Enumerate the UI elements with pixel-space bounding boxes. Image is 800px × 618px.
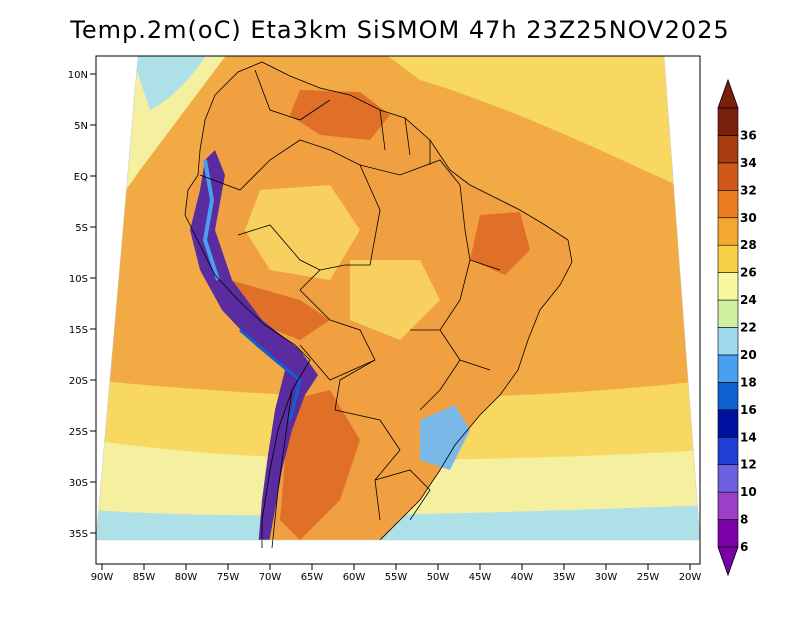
border-guianas: [379, 109, 431, 165]
colorbar: 6 8 10 12 14 16 18 20 22 24 26 28 30 32 34 36: [717, 78, 757, 577]
colorbar-label: 34: [740, 156, 757, 170]
colorbar-swatch: [717, 272, 739, 301]
border-peru-bolivia: [237, 224, 321, 271]
colorbar-label: 10: [740, 485, 757, 499]
plot-frame: [95, 55, 701, 565]
border-argentina-paraguay: [334, 409, 401, 521]
lat-label: 15S: [69, 325, 88, 336]
ocean-nw-cold: [130, 56, 210, 110]
lon-label: 25W: [637, 572, 660, 583]
colorbar-label: 36: [740, 128, 757, 142]
lat-label: 20S: [69, 376, 88, 387]
lon-label: 30W: [595, 572, 618, 583]
lat-label: EQ: [74, 172, 88, 183]
colorbar-swatch: [717, 217, 739, 246]
land-hot-northeast: [470, 212, 530, 275]
colorbar-label: 28: [740, 238, 757, 252]
coastline: [184, 61, 573, 548]
lon-label: 80W: [175, 572, 198, 583]
colorbar-swatch: [717, 464, 739, 493]
colorbar-label: 18: [740, 375, 757, 389]
lat-label: 5N: [74, 121, 88, 132]
colorbar-swatch: [717, 491, 739, 520]
lon-label: 85W: [133, 572, 156, 583]
colorbar-swatch: [717, 190, 739, 219]
colorbar-labels: 6 8 10 12 14 16 18 20 22 24 26 28 30 32 34 36: [740, 128, 757, 554]
colorbar-label: 22: [740, 321, 757, 335]
border-uruguay: [374, 469, 431, 521]
colorbar-label: 12: [740, 458, 757, 472]
colorbar-swatch: [717, 299, 739, 328]
lat-label: 10N: [68, 70, 88, 81]
colorbar-label: 14: [740, 430, 757, 444]
colorbar-label: 16: [740, 403, 757, 417]
land-hot-chaco: [280, 390, 360, 540]
colorbar-label: 6: [740, 540, 748, 554]
lon-label: 20W: [679, 572, 702, 583]
border-chile-argentina: [271, 389, 293, 549]
temperature-field: [96, 56, 700, 540]
lon-label: 55W: [385, 572, 408, 583]
colorbar-high-triangle: [717, 78, 739, 109]
colorbar-swatch: [717, 162, 739, 191]
colorbar-swatch: [717, 382, 739, 411]
ocean-ne-mild: [380, 56, 700, 200]
land-mild-central: [350, 260, 440, 340]
lon-label: 50W: [427, 572, 450, 583]
colorbar-swatch: [717, 519, 739, 548]
land-cool-southeast: [420, 405, 470, 470]
land-hot-amazon-sw: [230, 280, 330, 340]
colorbar-label: 8: [740, 513, 748, 527]
colorbar-label: 20: [740, 348, 757, 362]
colorbar-label: 24: [740, 293, 757, 307]
ocean-cold-band: [96, 505, 700, 540]
map-title: Temp.2m(oC) Eta3km SiSMOM 47h 23Z25NOV20…: [70, 16, 730, 44]
lon-label: 65W: [301, 572, 324, 583]
longitude-axis: 90W 85W 80W 75W 70W 65W 60W 55W 50W 45W …: [91, 564, 702, 583]
border-colombia-venezuela: [254, 69, 331, 121]
lon-label: 35W: [553, 572, 576, 583]
colorbar-swatch: [717, 135, 739, 164]
border-colombia-south: [199, 139, 301, 191]
lon-label: 70W: [259, 572, 282, 583]
lon-label: 40W: [511, 572, 534, 583]
colorbar-swatches: [717, 107, 739, 548]
colorbar-label: 32: [740, 183, 757, 197]
lon-label: 90W: [91, 572, 114, 583]
colorbar-label: 26: [740, 266, 757, 280]
colorbar-swatch: [717, 244, 739, 273]
border-bolivia-south: [299, 344, 376, 381]
colorbar-swatch: [717, 327, 739, 356]
lon-label: 45W: [469, 572, 492, 583]
lat-label: 5S: [75, 223, 88, 234]
land-mild-amazon: [245, 185, 360, 280]
lon-label: 75W: [217, 572, 240, 583]
lon-label: 60W: [343, 572, 366, 583]
country-borders: [184, 61, 573, 549]
colorbar-swatch: [717, 409, 739, 438]
andes-cold-strip: [190, 150, 318, 540]
latitude-axis: 10N 5N EQ 5S 10S 15S 20S 25S 30S 35S: [68, 70, 96, 540]
colorbar-low-triangle: [717, 546, 739, 577]
lat-label: 10S: [69, 274, 88, 285]
colorbar-swatch: [717, 354, 739, 383]
lat-label: 35S: [69, 529, 88, 540]
colorbar-swatch: [717, 436, 739, 465]
andes-edge-cool: [202, 159, 220, 281]
lat-label: 25S: [69, 427, 88, 438]
lat-label: 30S: [69, 478, 88, 489]
border-brazil-states: [410, 184, 501, 411]
border-brazil-north: [359, 159, 461, 186]
colorbar-label: 30: [740, 211, 757, 225]
colorbar-swatch: [717, 107, 739, 136]
andes-edge-blue: [239, 328, 302, 421]
